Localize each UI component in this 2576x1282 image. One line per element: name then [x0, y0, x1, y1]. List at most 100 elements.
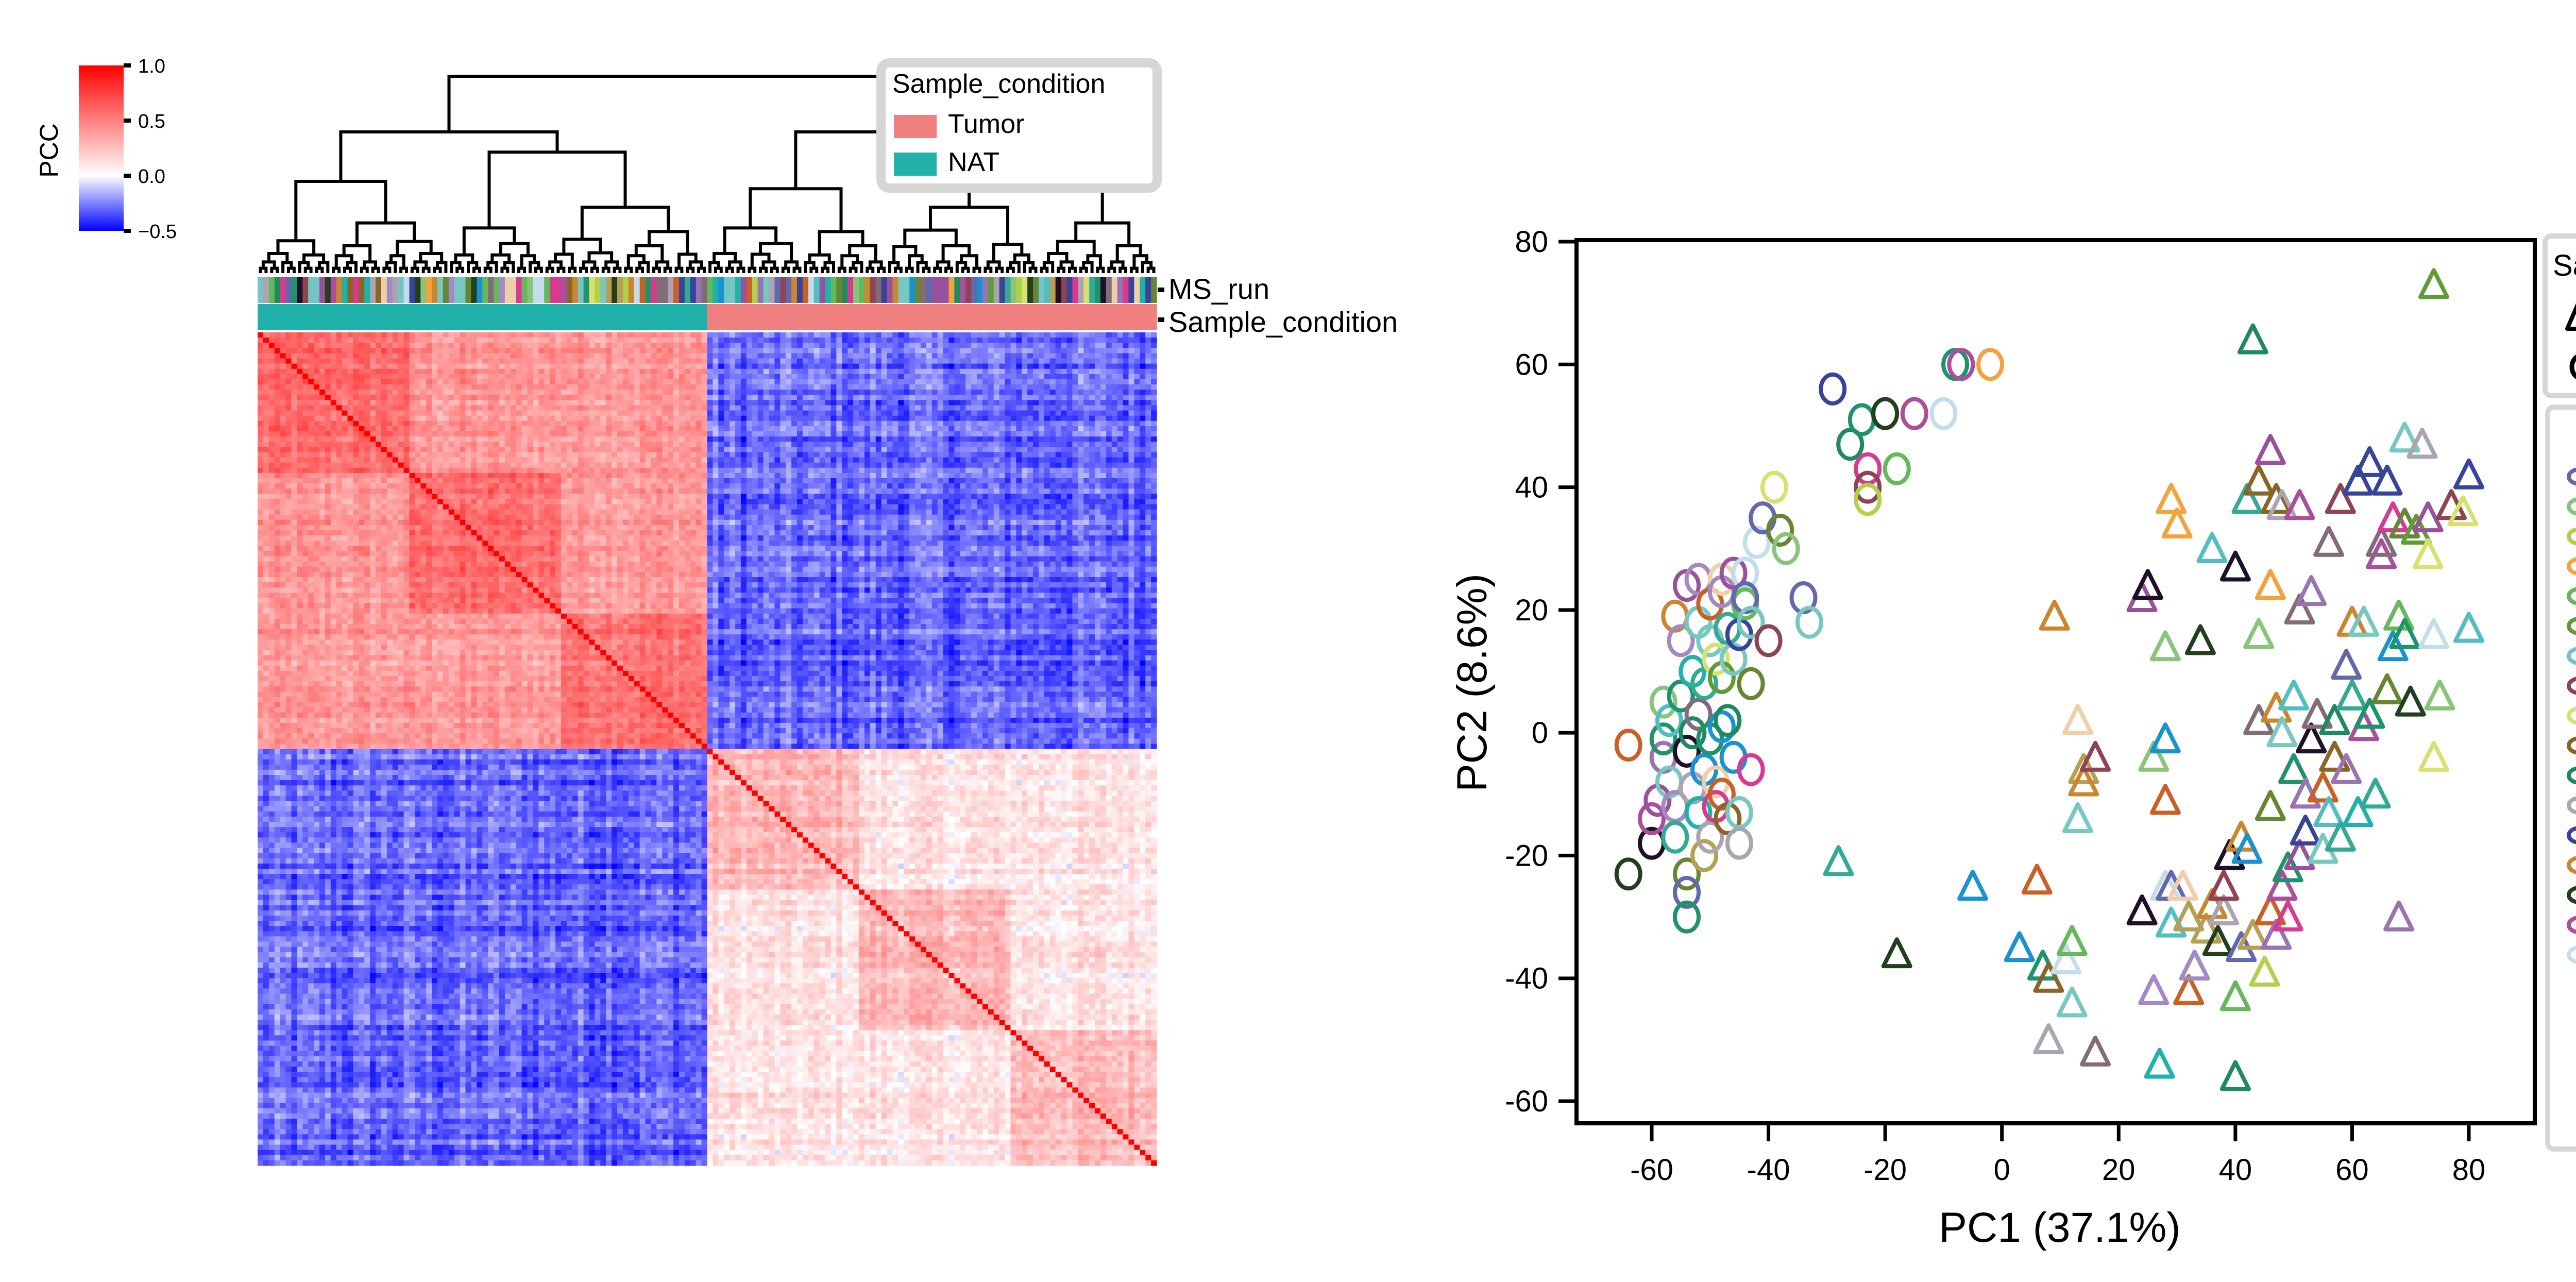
heatmap-cell: [786, 332, 792, 338]
heatmap-cell: [757, 343, 764, 348]
ms-run-cell: [864, 277, 871, 303]
heatmap-cell: [1038, 363, 1045, 369]
dendrogram-branch: [749, 187, 843, 232]
heatmap-cell: [386, 343, 393, 348]
heatmap-cell: [353, 405, 359, 411]
heatmap-cell: [516, 400, 522, 406]
heatmap-cell: [870, 395, 876, 400]
heatmap-cell: [258, 384, 264, 390]
heatmap-cell: [954, 374, 960, 380]
heatmap-cell: [347, 462, 354, 468]
heatmap-cell: [679, 442, 685, 447]
heatmap-cell: [504, 431, 511, 437]
heatmap-cell: [578, 343, 584, 348]
heatmap-cell: [347, 343, 354, 348]
heatmap-cell: [1111, 415, 1118, 421]
heatmap-cell: [589, 395, 595, 400]
heatmap-cell: [1145, 358, 1151, 364]
heatmap-cell: [606, 467, 612, 474]
heatmap-cell: [1123, 410, 1129, 416]
heatmap-cell: [628, 353, 635, 359]
heatmap-cell: [516, 462, 522, 468]
heatmap-cell: [325, 410, 331, 416]
heatmap-cell: [993, 447, 1000, 453]
heatmap-cell: [937, 343, 944, 348]
heatmap-cell: [1106, 420, 1112, 427]
heatmap-cell: [842, 447, 848, 453]
heatmap-cell: [359, 442, 365, 447]
heatmap-cell: [786, 420, 792, 427]
heatmap-cell: [774, 332, 781, 338]
heatmap-cell: [392, 415, 399, 421]
heatmap-cell: [336, 478, 343, 484]
heatmap-cell: [909, 379, 916, 385]
heatmap-cell: [533, 436, 539, 442]
heatmap-cell: [701, 379, 708, 385]
heatmap-cell: [364, 379, 370, 385]
heatmap-cell: [460, 384, 466, 390]
heatmap-cell: [398, 379, 404, 385]
heatmap-cell: [651, 405, 657, 411]
heatmap-cell: [1134, 457, 1140, 463]
heatmap-cell: [1078, 353, 1084, 359]
heatmap-cell: [651, 358, 657, 364]
heatmap-cell: [797, 390, 803, 395]
heatmap-cell: [887, 410, 893, 416]
ms-run-cell: [763, 277, 770, 303]
heatmap-cell: [1055, 368, 1062, 375]
heatmap-cell: [578, 332, 584, 338]
heatmap-cell: [1111, 426, 1118, 432]
heatmap-cell: [724, 447, 730, 453]
heatmap-cell: [347, 332, 354, 338]
ms-run-cell: [735, 277, 741, 303]
heatmap-cell: [297, 384, 303, 390]
heatmap-cell: [572, 353, 579, 359]
heatmap-cell: [1128, 384, 1134, 390]
heatmap-cell: [403, 390, 410, 395]
heatmap-cell: [639, 405, 646, 411]
heatmap-cell: [342, 368, 348, 375]
sample-condition-cell: [521, 304, 528, 330]
heatmap-cell: [572, 390, 579, 395]
heatmap-cell: [583, 379, 590, 385]
heatmap-cell: [398, 358, 404, 364]
heatmap-cell: [1078, 420, 1084, 427]
sample-condition-cell: [1078, 304, 1084, 330]
dendrogram-branch: [1028, 266, 1038, 273]
heatmap-cell: [977, 358, 983, 364]
heatmap-cell: [561, 348, 567, 354]
heatmap-cell: [977, 452, 983, 458]
ms-run-cell: [1022, 277, 1028, 303]
heatmap-cell: [645, 338, 652, 343]
heatmap-cell: [1027, 348, 1033, 354]
dendrogram-branch: [809, 266, 819, 273]
heatmap-cell: [707, 415, 714, 421]
heatmap-cell: [1145, 332, 1151, 338]
heatmap-cell: [971, 447, 977, 453]
heatmap-cell: [1044, 420, 1050, 427]
heatmap-cell: [1027, 473, 1033, 479]
heatmap-cell: [977, 332, 983, 338]
heatmap-cell: [1134, 400, 1140, 406]
heatmap-cell: [347, 447, 354, 453]
heatmap-cell: [931, 343, 938, 348]
heatmap-cell: [274, 436, 281, 442]
heatmap-cell: [1117, 332, 1124, 338]
heatmap-cell: [285, 457, 292, 463]
heatmap-cell: [510, 405, 517, 411]
heatmap-cell: [420, 462, 427, 468]
heatmap-cell: [836, 390, 842, 395]
heatmap-cell: [853, 343, 859, 348]
heatmap-cell: [1044, 348, 1050, 354]
heatmap-cell: [285, 473, 292, 479]
heatmap-cell: [527, 405, 534, 411]
heatmap-cell: [993, 431, 1000, 437]
heatmap-cell: [926, 436, 933, 442]
heatmap-cell: [471, 379, 477, 385]
heatmap-cell: [746, 379, 753, 385]
heatmap-cell: [668, 348, 674, 354]
heatmap-cell: [460, 462, 466, 468]
heatmap-cell: [780, 473, 786, 479]
heatmap-cell: [943, 384, 950, 390]
heatmap-cell: [516, 363, 522, 369]
